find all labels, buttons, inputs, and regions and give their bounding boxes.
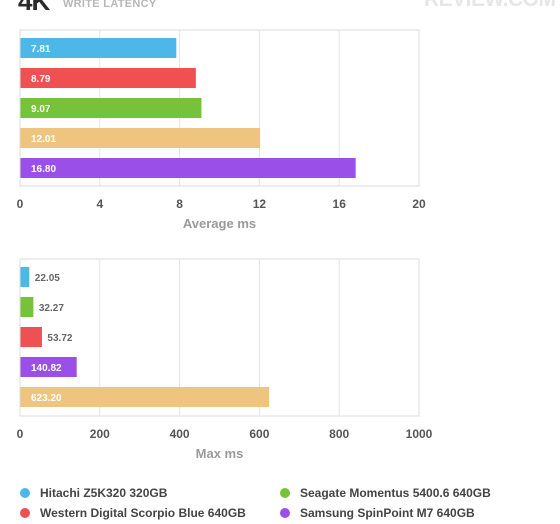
legend-item-hitachi: Hitachi Z5K320 320GB <box>20 486 167 504</box>
bar <box>20 158 356 178</box>
x-tick-label: 4 <box>96 197 103 211</box>
page-subtitle: WRITE LATENCY <box>63 0 157 10</box>
x-tick-label: 400 <box>170 427 190 441</box>
bar <box>20 68 196 88</box>
page-title: 4K <box>18 0 50 16</box>
chart-header: 4K WRITE LATENCY REVIEW.COM <box>0 0 560 16</box>
bar-value-label: 22.05 <box>35 273 60 284</box>
bar <box>20 38 177 58</box>
x-tick-label: 0 <box>17 197 24 211</box>
average-latency-chart: 0 4 8 12 16 20 Average ms 7.81 8.79 9.07 12.01 16.8… <box>17 29 426 231</box>
bar <box>20 128 261 148</box>
legend-swatch-purple <box>280 508 290 518</box>
legend-label: Western Digital Scorpio Blue 640GB <box>40 506 246 520</box>
x-axis-label: Max ms <box>196 446 244 461</box>
bar <box>20 297 34 317</box>
x-tick-label: 16 <box>333 197 347 211</box>
legend-swatch-red <box>20 508 30 518</box>
bar <box>20 98 202 118</box>
x-tick-label: 800 <box>329 427 349 441</box>
bar-value-label: 32.27 <box>39 303 64 314</box>
legend-swatch-blue <box>20 488 30 498</box>
legend-item-samsung: Samsung SpinPoint M7 640GB <box>280 506 475 524</box>
legend-item-seagate: Seagate Momentus 5400.6 640GB <box>280 486 491 504</box>
bar <box>20 387 270 407</box>
x-tick-label: 8 <box>176 197 183 211</box>
brand-logo: REVIEW.COM <box>424 0 556 12</box>
bar-value-label: 16.80 <box>31 164 56 175</box>
bar-value-label: 7.81 <box>31 44 51 55</box>
bar-value-label: 53.72 <box>47 333 72 344</box>
bar-value-label: 8.79 <box>31 74 51 85</box>
legend-label: Samsung SpinPoint M7 640GB <box>300 506 475 520</box>
legend-label: Hitachi Z5K320 320GB <box>40 486 168 500</box>
bar-value-label: 9.07 <box>31 104 51 115</box>
x-tick-label: 1000 <box>406 427 433 441</box>
x-axis-label: Average ms <box>183 216 256 231</box>
x-tick-label: 12 <box>253 197 267 211</box>
legend-label: Seagate Momentus 5400.6 640GB <box>300 486 491 500</box>
x-tick-label: 200 <box>90 427 110 441</box>
x-tick-label: 0 <box>17 427 24 441</box>
max-latency-chart: 0 200 400 600 800 1000 Max ms 22.05 32.27 53.72 14… <box>17 258 433 461</box>
bar <box>20 357 77 377</box>
chart-legend: Hitachi Z5K320 320GB Seagate Momentus 54… <box>0 484 560 524</box>
legend-swatch-green <box>280 488 290 498</box>
bar <box>20 267 30 287</box>
x-tick-label: 20 <box>412 197 426 211</box>
bar-value-label: 140.82 <box>31 363 62 374</box>
bar-value-label: 623.20 <box>31 393 62 404</box>
x-tick-label: 600 <box>249 427 269 441</box>
bar <box>20 327 42 347</box>
bar-value-label: 12.01 <box>31 134 56 145</box>
legend-item-wd: Western Digital Scorpio Blue 640GB <box>20 506 246 524</box>
